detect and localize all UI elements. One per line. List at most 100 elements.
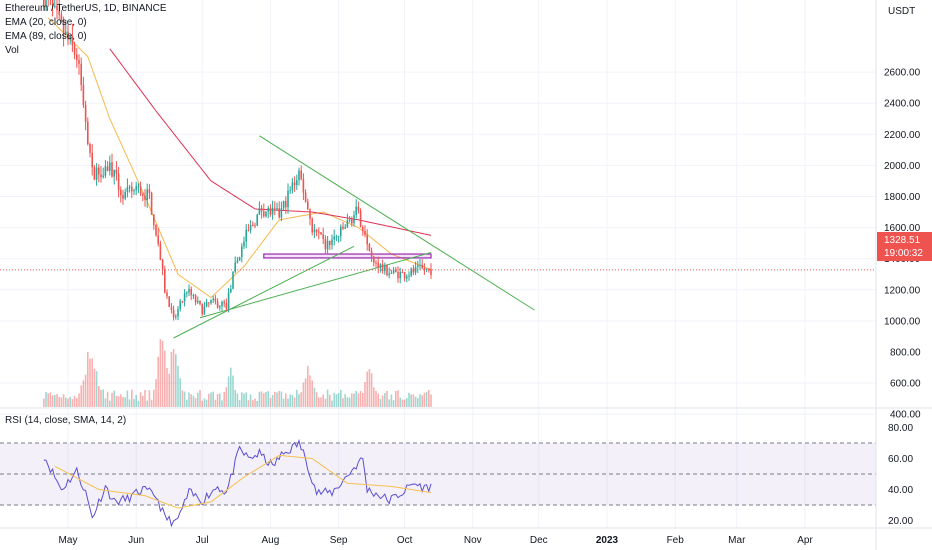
- volume-bar: [170, 351, 173, 407]
- volume-bar: [104, 398, 107, 407]
- volume-bar: [313, 387, 316, 407]
- candle-body: [296, 180, 298, 186]
- volume-bar: [399, 397, 401, 407]
- candle-body: [399, 272, 401, 279]
- price-tick-label: 2600.00: [884, 68, 921, 79]
- legend-volume[interactable]: Vol: [5, 45, 19, 56]
- candle-body: [135, 186, 137, 191]
- price-tick-label: 1800.00: [884, 192, 921, 203]
- volume-bar: [375, 390, 377, 407]
- volume-bar: [205, 399, 208, 407]
- volume-bar: [346, 397, 349, 407]
- candle-body: [84, 105, 87, 122]
- candle-body: [238, 257, 241, 261]
- volume-bar: [247, 400, 250, 407]
- legend-ema20[interactable]: EMA (20, close, 0): [5, 17, 87, 28]
- volume-bar: [366, 371, 368, 407]
- candle-body: [392, 269, 395, 273]
- candle-body: [219, 306, 221, 308]
- candle-body: [197, 300, 199, 303]
- volume-bar: [245, 392, 247, 407]
- volume-bar: [256, 400, 258, 407]
- candle-body: [379, 264, 382, 268]
- candle-body: [208, 302, 210, 304]
- volume-bar: [133, 399, 135, 407]
- candle-body: [65, 31, 67, 35]
- candle-body: [150, 192, 153, 215]
- volume-bar: [331, 400, 333, 407]
- candle-body: [168, 296, 170, 307]
- candle-body: [201, 303, 203, 315]
- candle-body: [117, 173, 120, 190]
- volume-bar: [318, 397, 320, 407]
- volume-bar: [412, 394, 415, 407]
- candle-body: [102, 175, 104, 177]
- candle-body: [271, 207, 274, 215]
- time-tick-label: Dec: [530, 535, 548, 546]
- volume-bar: [278, 390, 280, 407]
- price-tick-label: 2200.00: [884, 130, 921, 141]
- candle-body: [93, 167, 96, 180]
- volume-bar: [260, 391, 263, 407]
- candle-body: [181, 301, 184, 303]
- candle-body: [260, 208, 263, 212]
- volume-bar: [267, 391, 269, 407]
- volume-bar: [128, 399, 131, 407]
- volume-bar: [230, 367, 232, 407]
- volume-bar: [236, 393, 239, 407]
- volume-bar: [406, 398, 408, 407]
- volume-bar: [87, 352, 89, 407]
- volume-bar: [324, 398, 327, 407]
- candle-body: [131, 186, 133, 192]
- volume-bar: [377, 393, 379, 407]
- volume-bar: [232, 375, 234, 407]
- volume-bar: [122, 396, 124, 407]
- candle-body: [78, 60, 80, 64]
- volume-bar: [150, 399, 153, 407]
- volume-bar: [337, 393, 340, 407]
- volume-bar: [282, 398, 285, 407]
- price-tick-label: 1000.00: [884, 316, 921, 327]
- time-tick-label: Jun: [128, 535, 144, 546]
- candle-body: [245, 229, 247, 242]
- candle-body: [179, 301, 181, 310]
- legend-ema89[interactable]: EMA (89, close, 0): [5, 31, 87, 42]
- candle-body: [304, 192, 307, 202]
- candle-body: [390, 272, 393, 274]
- volume-bar: [190, 394, 192, 407]
- volume-bar: [153, 389, 155, 407]
- time-tick-label: Sep: [330, 535, 348, 546]
- volume-bar: [179, 378, 181, 407]
- candle-body: [91, 152, 93, 168]
- time-tick-label: Feb: [667, 535, 685, 546]
- candle-body: [355, 206, 357, 215]
- legend-symbol-title[interactable]: Ethereum / TetherUS, 1D, BINANCE: [5, 3, 167, 14]
- volume-bar: [243, 393, 245, 407]
- volume-bar: [276, 392, 278, 407]
- candle-body: [111, 162, 113, 177]
- candle-body: [406, 276, 408, 279]
- candle-body: [362, 227, 364, 231]
- volume-bar: [54, 394, 56, 407]
- candle-body: [423, 268, 426, 271]
- candle-body: [278, 208, 280, 218]
- volume-bar: [414, 396, 417, 407]
- rsi-legend[interactable]: RSI (14, close, SMA, 14, 2): [5, 415, 127, 426]
- candle-body: [69, 36, 71, 40]
- candle-body: [225, 303, 228, 309]
- volume-bar: [342, 398, 344, 407]
- volume-bar: [368, 369, 371, 407]
- time-tick-label: Mar: [728, 535, 746, 546]
- volume-bar: [60, 397, 63, 407]
- volume-bar: [302, 382, 305, 407]
- candle-body: [318, 231, 320, 233]
- volume-bar: [430, 394, 432, 407]
- candlesticks: [43, 0, 432, 321]
- volume-bar: [102, 389, 104, 407]
- volume-bar: [106, 391, 109, 407]
- candle-body: [236, 260, 239, 263]
- volume-bar: [307, 365, 309, 407]
- candle-body: [104, 166, 107, 176]
